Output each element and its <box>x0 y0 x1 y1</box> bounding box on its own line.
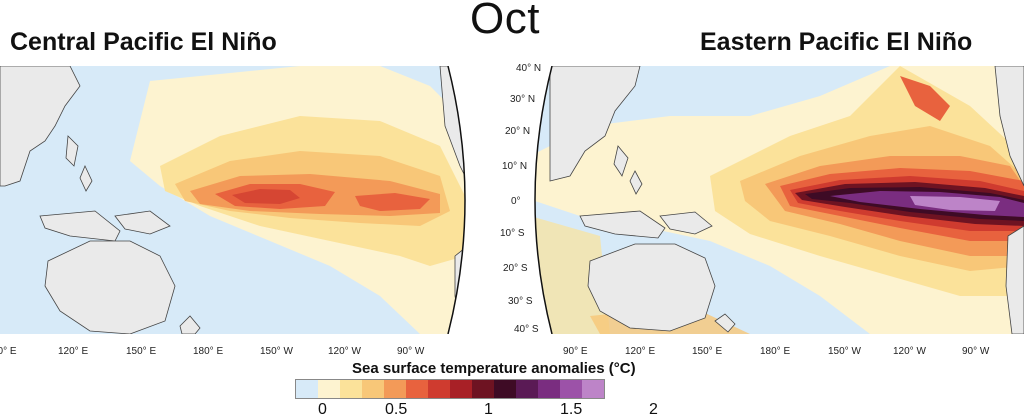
land <box>549 66 1024 334</box>
lon-label: 180° E <box>760 346 791 357</box>
colorbar-segment <box>450 380 472 398</box>
colorbar-tick: 0 <box>318 401 327 418</box>
colorbar-tick: 2 <box>649 401 658 418</box>
lon-label: 120° E <box>58 346 89 357</box>
lon-label: 90° W <box>397 346 425 357</box>
lat-label: 30° S <box>508 296 533 307</box>
lat-label: 10° N <box>502 161 528 172</box>
lon-label: 150° E <box>692 346 723 357</box>
lat-label: 20° N <box>505 126 531 137</box>
colorbar-tick: 0.5 <box>385 401 408 418</box>
lon-label: 90° E <box>563 346 588 357</box>
month-title: Oct <box>470 0 540 43</box>
colorbar-segment <box>494 380 516 398</box>
lat-label: 30° N <box>510 94 536 105</box>
colorbar-segment <box>516 380 538 398</box>
lat-label: 20° S <box>503 263 528 274</box>
lon-label: 90° W <box>962 346 990 357</box>
lon-label: 150° W <box>828 346 861 357</box>
colorbar-segment <box>318 380 340 398</box>
colorbar-segment <box>560 380 582 398</box>
lon-label: 150° W <box>260 346 293 357</box>
land <box>0 66 465 334</box>
lon-label: 120° E <box>625 346 656 357</box>
colorbar-segment <box>406 380 428 398</box>
colorbar-title: Sea surface temperature anomalies (°C) <box>352 360 636 377</box>
colorbar-tick: 1.5 <box>560 401 583 418</box>
colorbar-segment <box>428 380 450 398</box>
panel-title-eastern-pacific: Eastern Pacific El Niño <box>700 28 973 56</box>
panel-title-central-pacific: Central Pacific El Niño <box>10 28 277 56</box>
lat-label: 40° S <box>514 324 539 335</box>
lat-label: 10° S <box>500 228 525 239</box>
lon-label: 180° E <box>193 346 224 357</box>
lon-label: 90° E <box>0 346 17 357</box>
colorbar-segment <box>538 380 560 398</box>
lat-label: 0° <box>511 196 521 207</box>
sst-anomaly-field <box>535 66 1024 334</box>
colorbar-segment <box>384 380 406 398</box>
colorbar-segment <box>296 380 318 398</box>
lon-label: 120° W <box>893 346 926 357</box>
colorbar-segment <box>362 380 384 398</box>
colorbar <box>295 379 605 399</box>
colorbar-segment <box>472 380 494 398</box>
lat-label: 40° N <box>516 63 542 74</box>
central-pacific-map <box>0 66 466 334</box>
eastern-pacific-map <box>534 66 1024 334</box>
colorbar-tick: 1 <box>484 401 493 418</box>
colorbar-segment <box>340 380 362 398</box>
colorbar-segment <box>582 380 604 398</box>
lon-label: 120° W <box>328 346 361 357</box>
sst-anomaly-field <box>130 66 465 334</box>
lon-label: 150° E <box>126 346 157 357</box>
